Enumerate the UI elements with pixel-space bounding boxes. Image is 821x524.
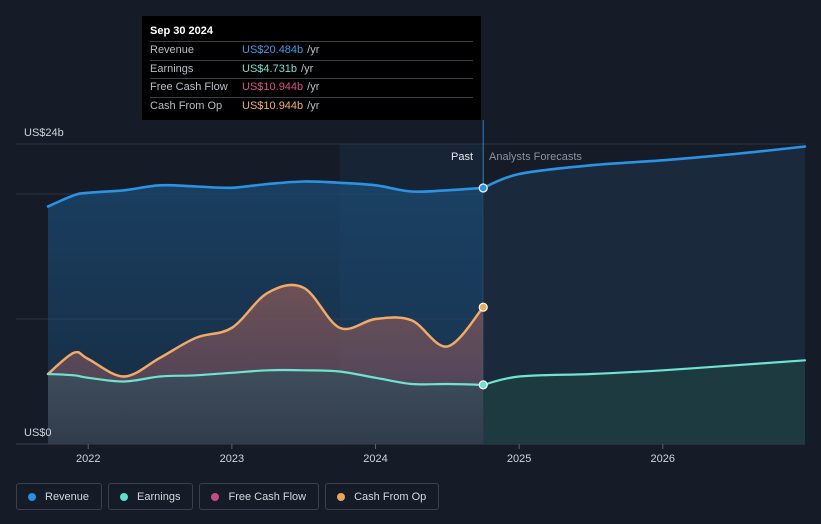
tooltip-row-earnings: Earnings US$4.731b /yr (150, 59, 473, 79)
legend-dot-icon (28, 492, 36, 501)
earnings-forecast-area (483, 360, 805, 444)
legend-item-free-cash-flow[interactable]: Free Cash Flow (199, 483, 320, 510)
earnings-marker (478, 380, 488, 390)
earnings-forecast-line (482, 359, 807, 386)
tooltip-label: Free Cash Flow (150, 81, 228, 93)
x-tick-label: 2026 (651, 453, 675, 465)
legend-item-cash-from-op[interactable]: Cash From Op (325, 483, 440, 510)
tooltip-unit: /yr (301, 62, 314, 75)
legend: Revenue Earnings Free Cash Flow Cash Fro… (16, 483, 440, 510)
y-axis-bottom-label: US$0 (24, 427, 52, 439)
tooltip-label: Earnings (150, 62, 194, 75)
cash-from-op-line (46, 283, 485, 378)
revenue-marker (478, 183, 488, 193)
legend-dot-icon (120, 492, 129, 501)
legend-label: Revenue (45, 490, 90, 503)
cash-from-op-marker (478, 302, 488, 312)
tooltip: Sep 30 2024 Revenue US$20.484b /yr Earni… (142, 16, 481, 120)
legend-label: Free Cash Flow (228, 490, 307, 503)
tooltip-value: US$20.484b (242, 44, 304, 56)
legend-label: Earnings (137, 490, 181, 503)
tooltip-value: US$10.944b (242, 81, 304, 93)
earnings-line (46, 368, 485, 386)
x-tick-label: 2022 (76, 453, 100, 465)
tooltip-unit: /yr (307, 99, 320, 112)
legend-item-revenue[interactable]: Revenue (16, 483, 103, 510)
legend-label: Cash From Op (354, 490, 427, 503)
tooltip-value: US$10.944b (242, 99, 304, 112)
x-tick-label: 2025 (507, 453, 531, 465)
forecast-label: Analysts Forecasts (489, 151, 582, 163)
y-axis-top-label: US$24b (24, 127, 64, 139)
tooltip-date: Sep 30 2024 (150, 25, 213, 37)
tooltip-row-free-cash-flow: Free Cash Flow US$10.944b /yr (150, 78, 473, 97)
tooltip-unit: /yr (307, 81, 320, 93)
tooltip-row-revenue: Revenue US$20.484b /yr (150, 41, 473, 60)
earnings-area (48, 369, 484, 444)
x-tick-label: 2024 (363, 453, 387, 465)
legend-dot-icon (211, 492, 220, 501)
tooltip-label: Revenue (150, 44, 195, 56)
tooltip-row-cash-from-op: Cash From Op US$10.944b /yr (150, 96, 473, 116)
past-label: Past (451, 151, 473, 163)
tooltip-label: Cash From Op (150, 99, 223, 112)
tooltip-unit: /yr (307, 44, 320, 56)
revenue-forecast-line (481, 145, 807, 190)
legend-item-earnings[interactable]: Earnings (108, 483, 194, 510)
tooltip-value: US$4.731b (242, 62, 298, 75)
legend-dot-icon (337, 492, 346, 501)
revenue-line (46, 180, 485, 208)
x-tick-label: 2023 (220, 453, 244, 465)
